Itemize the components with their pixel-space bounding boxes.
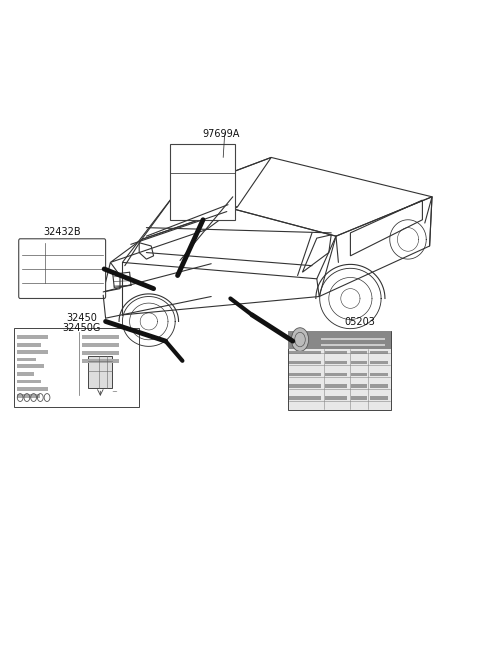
Bar [17, 364, 44, 368]
Bar [82, 359, 119, 363]
Bar [288, 331, 391, 410]
Text: 32450G: 32450G [62, 323, 101, 333]
Bar [17, 394, 39, 398]
Circle shape [291, 328, 309, 352]
Bar [82, 335, 119, 339]
Text: 97699A: 97699A [202, 129, 240, 139]
Bar [370, 361, 388, 364]
Bar [321, 338, 385, 340]
Bar [82, 343, 119, 347]
Bar [370, 396, 388, 400]
Bar [170, 144, 235, 220]
Bar [17, 380, 41, 384]
Bar [351, 373, 368, 376]
Bar [370, 373, 388, 376]
Text: 32432B: 32432B [44, 228, 81, 237]
Bar [17, 358, 36, 361]
FancyBboxPatch shape [19, 239, 106, 298]
Bar [289, 361, 321, 364]
Bar [17, 388, 48, 392]
Bar [325, 396, 347, 400]
Bar [17, 343, 41, 347]
Bar [351, 384, 368, 388]
Bar [17, 350, 48, 354]
Bar [351, 351, 368, 354]
Bar [370, 384, 388, 388]
Bar [289, 373, 321, 376]
Bar [288, 331, 391, 348]
Text: 05203: 05203 [345, 317, 375, 327]
Bar [289, 396, 321, 400]
Bar [289, 384, 321, 388]
Text: ~: ~ [111, 389, 117, 395]
Bar [289, 351, 321, 354]
Bar [82, 351, 119, 355]
Bar [17, 335, 48, 339]
Bar [88, 356, 112, 388]
Bar [14, 328, 139, 407]
Bar [325, 384, 347, 388]
Bar [351, 396, 368, 400]
Bar [370, 351, 388, 354]
Bar [17, 372, 34, 376]
Bar [325, 361, 347, 364]
Bar [351, 361, 368, 364]
Bar [325, 351, 347, 354]
Bar [325, 373, 347, 376]
Text: 32450: 32450 [66, 313, 97, 323]
Bar [321, 344, 385, 346]
